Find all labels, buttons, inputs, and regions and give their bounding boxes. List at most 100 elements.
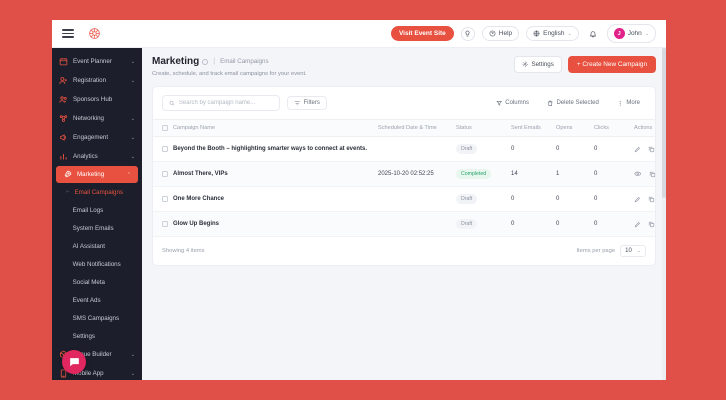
breadcrumb: Email Campaigns xyxy=(220,58,269,65)
search-input[interactable] xyxy=(178,100,273,106)
sidebar-item-analytics[interactable]: Analytics ⌄ xyxy=(52,147,142,166)
table-row[interactable]: One More Chance Draft 0 0 0 xyxy=(153,186,655,212)
hamburger-icon[interactable] xyxy=(62,29,74,38)
pagination-controls: Items per page 10 ⌄ xyxy=(576,245,646,257)
mobile-icon xyxy=(59,369,68,378)
opens: 0 xyxy=(556,136,594,162)
sidebar-subitem-social-meta[interactable]: Social Meta xyxy=(52,273,142,291)
question-circle-icon xyxy=(489,30,496,37)
sidebar-subitem-sms-campaigns[interactable]: SMS Campaigns xyxy=(52,309,142,327)
table-row[interactable]: Almost There, VIPs 2025-10-20 02:52:25 C… xyxy=(153,161,656,187)
visit-event-site-button[interactable]: Visit Event Site xyxy=(390,26,454,41)
chevron-down-icon: ⌄ xyxy=(636,248,641,254)
page-title: Marketing xyxy=(152,56,200,67)
row-checkbox-cell xyxy=(153,136,173,162)
sent-emails: 0 xyxy=(511,186,556,212)
row-checkbox[interactable] xyxy=(162,196,168,202)
sidebar-item-networking[interactable]: Networking ⌄ xyxy=(52,109,142,128)
more-button[interactable]: More xyxy=(610,96,646,110)
user-plus-icon xyxy=(59,76,68,85)
campaign-name: Beyond the Booth – highlighting smarter … xyxy=(173,146,368,152)
row-checkbox[interactable] xyxy=(162,171,168,177)
header-status[interactable]: Status xyxy=(456,119,511,137)
sidebar-subitem-ai-assistant[interactable]: AI Assistant xyxy=(52,237,142,255)
header-opens[interactable]: Opens xyxy=(556,119,594,137)
table-body: Beyond the Booth – highlighting smarter … xyxy=(153,136,656,237)
table-row[interactable]: Glow Up Begins Draft 0 0 0 xyxy=(153,211,655,237)
chat-bubble-icon[interactable] xyxy=(62,350,86,374)
app-window: Visit Event Site Help English ⌄ xyxy=(52,20,666,380)
table-row[interactable]: Beyond the Booth – highlighting smarter … xyxy=(153,136,655,162)
calendar-icon xyxy=(59,57,68,66)
chevron-down-icon: ⌄ xyxy=(130,351,135,358)
duplicate-icon[interactable] xyxy=(648,146,655,153)
chevron-down-icon: ⌄ xyxy=(130,134,135,141)
header-clicks[interactable]: Clicks xyxy=(594,119,634,137)
sidebar-item-mobile-app[interactable]: Mobile App ⌄ xyxy=(52,364,142,380)
sidebar-subitem-event-ads[interactable]: Event Ads xyxy=(52,291,142,309)
row-checkbox[interactable] xyxy=(162,221,168,227)
info-circle-icon[interactable] xyxy=(202,58,209,65)
user-menu[interactable]: J John ⌄ xyxy=(606,24,656,43)
body-wrapper: Event Planner ⌄ Registration ⌄ Sponsors … xyxy=(52,48,666,380)
settings-button[interactable]: Settings xyxy=(513,56,562,73)
brand-logo-icon[interactable] xyxy=(88,27,101,40)
sidebar-item-label: Networking xyxy=(73,115,104,122)
edit-pencil-icon[interactable] xyxy=(634,146,641,153)
sidebar-item-event-planner[interactable]: Event Planner ⌄ xyxy=(52,52,142,71)
sidebar-item-marketing[interactable]: Marketing ⌃ xyxy=(56,166,138,183)
sidebar-item-engagement[interactable]: Engagement ⌄ xyxy=(52,128,142,147)
table-header-row: Campaign Name Scheduled Date & Time Stat… xyxy=(153,119,655,137)
edit-pencil-icon[interactable] xyxy=(634,196,641,203)
language-selector[interactable]: English ⌄ xyxy=(526,26,579,41)
edit-pencil-icon[interactable] xyxy=(634,221,641,228)
sidebar-subitem-email-campaigns[interactable]: ⌐ Email Campaigns xyxy=(52,183,142,201)
items-per-page-select[interactable]: 10 ⌄ xyxy=(620,245,646,257)
sidebar-subitem-web-notifications[interactable]: Web Notifications xyxy=(52,255,142,273)
sidebar-item-sponsors-hub[interactable]: Sponsors Hub xyxy=(52,90,142,109)
duplicate-icon[interactable] xyxy=(648,221,655,228)
search-box[interactable] xyxy=(162,95,280,111)
scheduled-date xyxy=(378,211,456,237)
help-button[interactable]: Help xyxy=(481,26,520,41)
sidebar-subitem-label: System Emails xyxy=(72,224,114,232)
more-label: More xyxy=(626,100,640,106)
sidebar-subitem-system-emails[interactable]: System Emails xyxy=(52,219,142,237)
sidebar-item-label: Marketing xyxy=(77,171,105,178)
header-scheduled-date[interactable]: Scheduled Date & Time xyxy=(378,119,456,137)
sidebar-item-label: Analytics xyxy=(73,153,98,160)
sidebar-item-registration[interactable]: Registration ⌄ xyxy=(52,71,142,90)
table-footer: Showing 4 items Items per page 10 ⌄ xyxy=(153,237,655,265)
delete-selected-button[interactable]: Delete Selected xyxy=(540,96,605,110)
sidebar-subitem-label: Email Logs xyxy=(72,206,104,214)
sidebar-subitem-email-logs[interactable]: Email Logs xyxy=(52,201,142,219)
header-campaign-name[interactable]: Campaign Name xyxy=(173,119,378,137)
create-new-campaign-button[interactable]: + Create New Campaign xyxy=(567,56,656,73)
dash-icon xyxy=(66,315,68,321)
status-badge: Draft xyxy=(456,219,478,229)
language-label: English xyxy=(543,30,565,37)
campaign-name: Glow Up Begins xyxy=(173,221,220,227)
row-checkbox[interactable] xyxy=(162,146,168,152)
lightbulb-icon[interactable] xyxy=(460,26,475,41)
sidebar-subitem-label: Web Notifications xyxy=(72,260,121,268)
duplicate-icon[interactable] xyxy=(648,196,655,203)
clicks: 0 xyxy=(594,211,634,237)
columns-button[interactable]: Columns xyxy=(489,96,535,110)
duplicate-icon[interactable] xyxy=(649,171,656,178)
notification-bell-button[interactable] xyxy=(585,26,600,41)
header-sent-emails[interactable]: Sent Emails xyxy=(511,119,556,137)
scrollbar-track[interactable] xyxy=(662,48,666,380)
columns-filter-icon xyxy=(496,100,502,106)
items-per-page-label: Items per page xyxy=(576,248,616,254)
eye-icon[interactable] xyxy=(634,170,642,178)
filters-button[interactable]: Filters xyxy=(287,95,327,111)
sidebar-subitem-label: Email Campaigns xyxy=(74,188,124,196)
scrollbar-thumb[interactable] xyxy=(662,48,666,198)
select-all-checkbox[interactable] xyxy=(162,125,168,131)
chevron-down-icon: ⌄ xyxy=(130,115,135,122)
table-toolbar: Filters Columns xyxy=(153,87,655,119)
opens: 0 xyxy=(556,211,594,237)
people-icon xyxy=(59,95,68,104)
sidebar-subitem-settings[interactable]: Settings xyxy=(52,327,142,345)
